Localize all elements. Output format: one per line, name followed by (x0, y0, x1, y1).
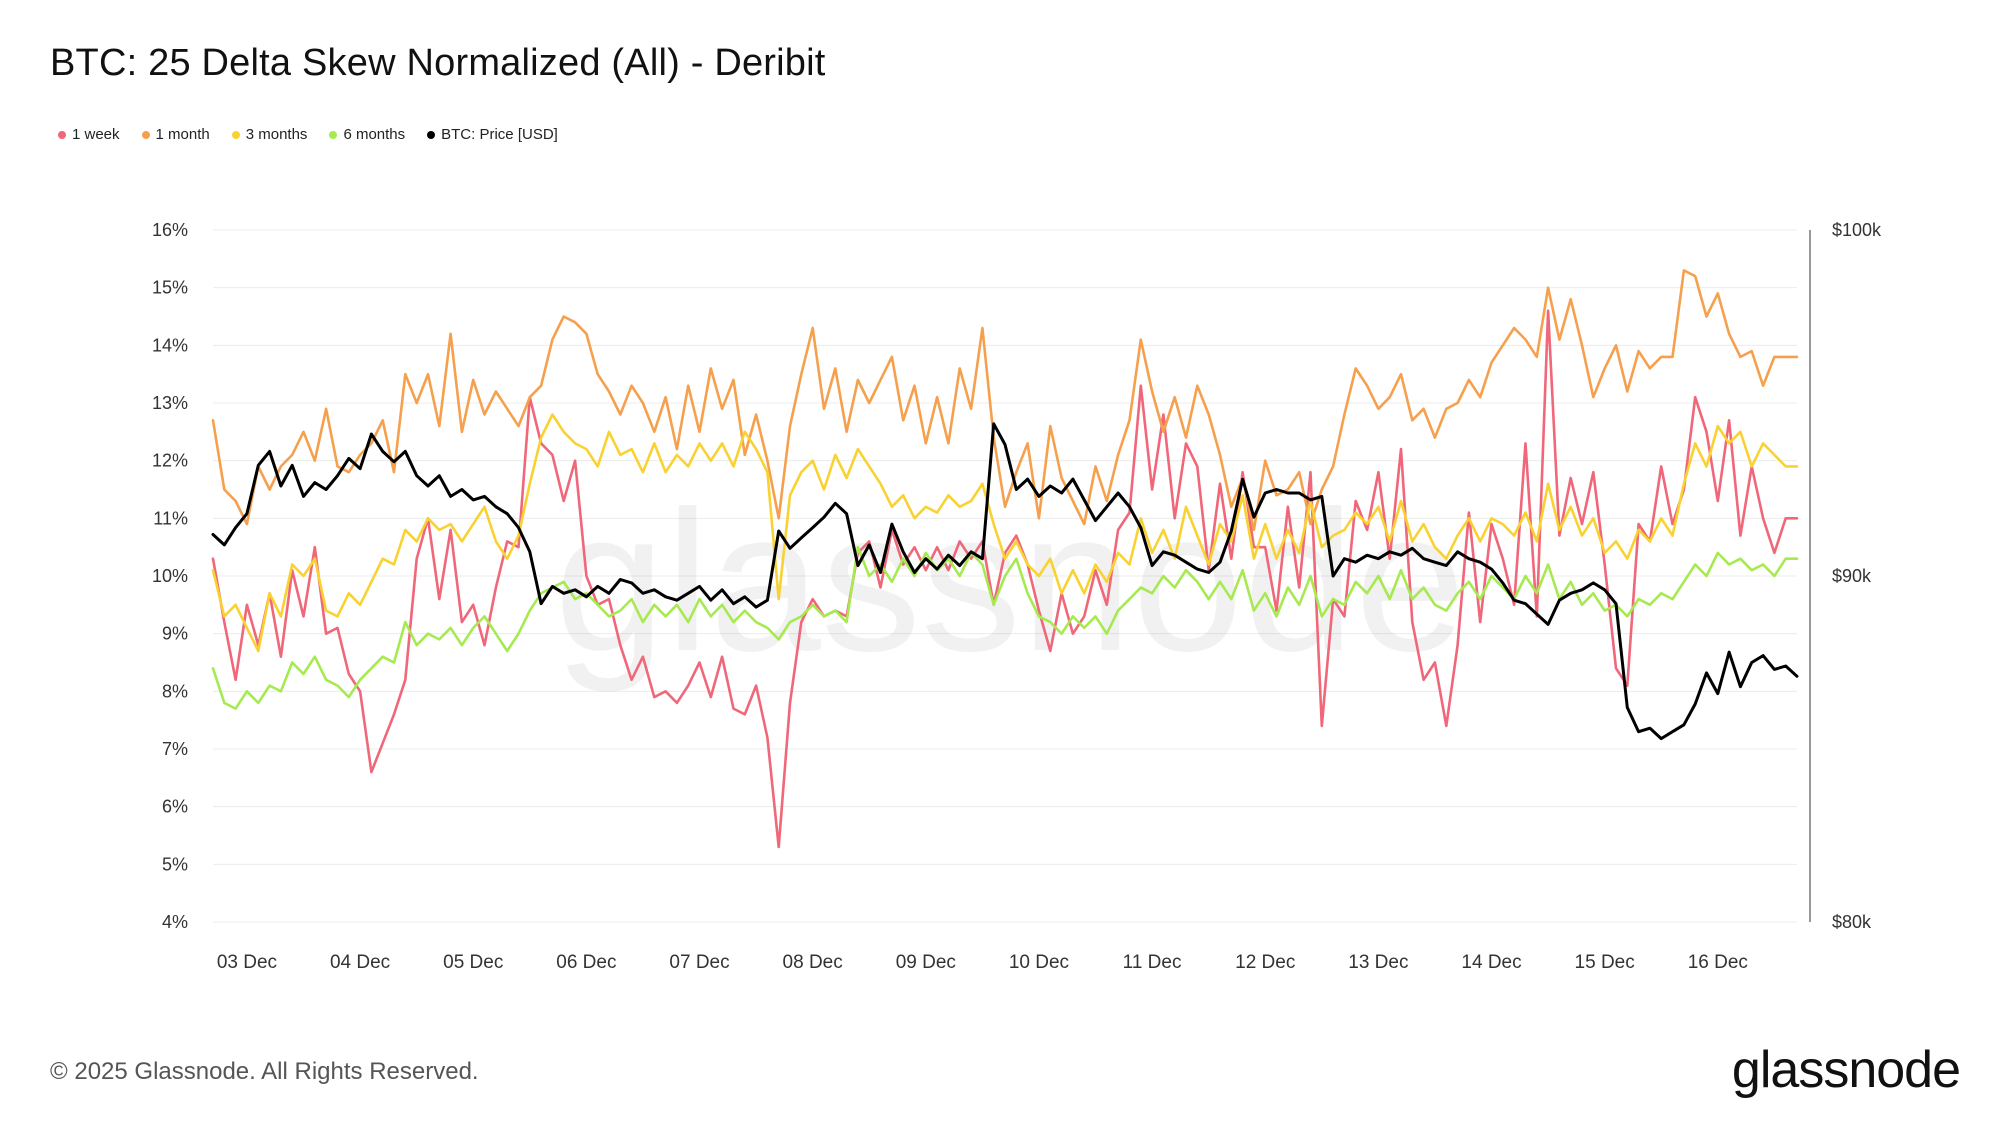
legend-label-month1: 1 month (155, 126, 210, 143)
chart-title: BTC: 25 Delta Skew Normalized (All) - De… (50, 42, 826, 84)
x-tick-label: 10 Dec (1009, 952, 1069, 973)
x-tick-label: 08 Dec (783, 952, 843, 973)
x-tick-label: 16 Dec (1688, 952, 1748, 973)
legend-dot-price (427, 130, 436, 139)
y-right-tick-label: $90k (1832, 566, 1872, 586)
legend-dot-month3 (231, 130, 240, 139)
y-left-tick-label: 14% (152, 335, 188, 355)
y-left-tick-label: 5% (162, 854, 188, 874)
legend: 1 week 1 month 3 months 6 months BTC: Price … (58, 126, 558, 143)
x-tick-label: 15 Dec (1575, 952, 1635, 973)
y-left-tick-label: 6% (162, 797, 188, 817)
y-left-tick-label: 9% (162, 624, 188, 644)
legend-item-week1[interactable]: 1 week (58, 126, 120, 143)
y-left-tick-label: 11% (153, 508, 188, 528)
legend-dot-month1 (141, 130, 150, 139)
series-line-month3 (211, 413, 1799, 653)
y-right-tick-label: $100k (1832, 220, 1882, 240)
legend-item-month3[interactable]: 3 months (231, 126, 308, 143)
y-left-tick-label: 8% (162, 681, 188, 701)
legend-label-month6: 6 months (343, 126, 406, 143)
copyright: © 2025 Glassnode. All Rights Reserved. (50, 1058, 479, 1085)
legend-label-price: BTC: Price [USD] (441, 126, 558, 143)
axes: 4% 5% 6% 7% 8% 9% 10% 11% 12% 13% 14% 15% 16% $80k $90… (152, 220, 1882, 973)
legend-item-month6[interactable]: 6 months (329, 126, 405, 143)
legend-item-price[interactable]: BTC: Price [USD] (427, 126, 558, 143)
x-tick-label: 07 Dec (669, 952, 729, 973)
x-tick-label: 11 Dec (1123, 952, 1182, 973)
x-tick-label: 03 Dec (217, 952, 277, 973)
x-tick-label: 14 Dec (1461, 952, 1521, 973)
y-left-tick-label: 13% (152, 393, 188, 413)
x-tick-label: 12 Dec (1235, 952, 1295, 973)
legend-dot-week1 (58, 130, 66, 139)
y-left-tick-label: 12% (152, 451, 188, 471)
series-lines (211, 269, 1799, 849)
series-line-week1 (211, 309, 1799, 849)
series-line-month1 (211, 269, 1799, 532)
x-tick-label: 04 Dec (330, 952, 390, 973)
y-left-tick-label: 15% (152, 278, 188, 298)
x-tick-label: 09 Dec (896, 952, 956, 973)
x-tick-label: 13 Dec (1348, 952, 1408, 973)
legend-dot-month6 (329, 130, 338, 139)
watermark-text: glassnode (554, 470, 1466, 693)
watermark-layer: glassnode (554, 470, 1466, 693)
series-line-price (211, 422, 1799, 741)
x-tick-label: 06 Dec (556, 952, 616, 973)
legend-item-month1[interactable]: 1 month (141, 126, 210, 143)
y-left-tick-label: 4% (162, 912, 188, 932)
y-left-tick-label: 7% (162, 739, 188, 759)
x-tick-label: 05 Dec (443, 952, 503, 973)
legend-label-week1: 1 week (72, 126, 120, 143)
series-line-month6 (211, 545, 1799, 710)
legend-label-month3: 3 months (245, 126, 308, 143)
y-left-tick-label: 16% (152, 220, 188, 240)
y-right-tick-label: $80k (1832, 912, 1872, 932)
y-left-tick-label: 10% (152, 566, 188, 586)
brand-logo: glassnode (1731, 1041, 1961, 1099)
